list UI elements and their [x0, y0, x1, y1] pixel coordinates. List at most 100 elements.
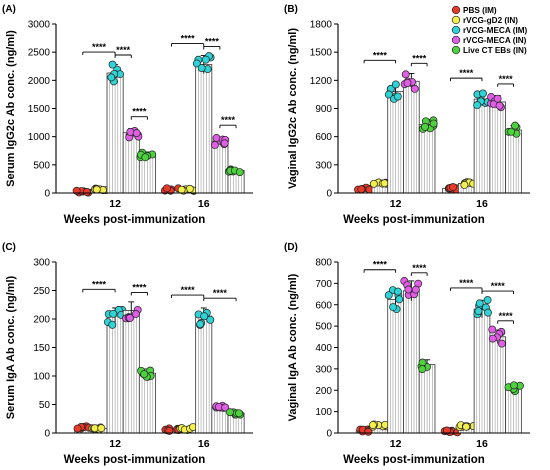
bar-stripes: [198, 316, 210, 433]
data-point: [475, 299, 484, 308]
data-point: [395, 295, 404, 304]
bar-stripes: [405, 290, 417, 433]
data-point: [380, 179, 389, 188]
x-axis-label: Weeks post-immunization: [64, 214, 206, 226]
data-point: [483, 296, 492, 305]
data-point: [497, 339, 506, 348]
significance-bracket: ****: [363, 260, 397, 273]
legend: PBS (IM)rVCG-gD2 (IN)rVCG-MECA (IM)rVCG-…: [451, 5, 528, 55]
significance-label: ****: [116, 45, 131, 55]
y-tick-label: 3000: [28, 20, 51, 31]
bar-stripes: [390, 299, 402, 433]
significance-label: ****: [412, 53, 427, 63]
data-points: [504, 381, 524, 395]
legend-marker: [451, 5, 461, 15]
data-point: [442, 426, 451, 435]
data-point: [192, 59, 201, 68]
bar-stripes: [492, 101, 504, 193]
significance-bracket: ****: [203, 37, 221, 50]
x-axis-label: Weeks post-immunization: [64, 454, 206, 466]
x-tick-label: 16: [198, 438, 210, 450]
y-axis-label: Serum IgG2c Ab conc. (ng/ml): [5, 30, 17, 187]
bar-stripes: [421, 124, 433, 193]
significance-bracket: ****: [170, 285, 205, 299]
data-point: [393, 92, 402, 101]
y-tick-label: 100: [315, 407, 332, 418]
y-tick-label: 50: [39, 400, 51, 411]
bar-stripes: [421, 364, 433, 433]
data-points: [487, 93, 505, 112]
data-points: [488, 325, 506, 348]
panel-label: (A): [2, 4, 16, 15]
bar-stripes: [507, 130, 520, 193]
data-point: [418, 358, 427, 367]
data-points: [504, 121, 521, 138]
legend-label: rVCG-gD2 (IN): [463, 16, 518, 25]
significance-label: ****: [373, 50, 388, 60]
panel-label: (C): [2, 242, 16, 253]
y-tick-label: 400: [315, 343, 332, 354]
y-tick-label: 100: [33, 372, 50, 383]
y-tick-label: 1500: [310, 48, 333, 59]
data-points: [73, 422, 93, 433]
data-point: [495, 101, 504, 110]
x-axis-label: Weeks post-immunization: [343, 214, 485, 226]
bar-stripes: [141, 373, 154, 433]
significance-bracket: ****: [114, 45, 132, 59]
bar-stripes: [476, 99, 488, 193]
data-point: [507, 127, 516, 136]
legend-marker: [451, 25, 461, 35]
significance-label: ****: [373, 260, 388, 270]
y-tick-label: 500: [33, 160, 50, 171]
significance-bracket: ****: [130, 282, 148, 296]
data-points: [210, 134, 230, 149]
bar-stripes: [507, 388, 520, 433]
data-point: [196, 320, 205, 329]
y-tick-label: 600: [315, 132, 332, 143]
panel-label: (D): [284, 242, 298, 253]
data-point: [132, 129, 141, 138]
data-point: [421, 122, 429, 131]
significance-label: ****: [459, 68, 474, 78]
data-point: [235, 409, 243, 418]
data-point: [162, 184, 171, 193]
panel-label: (B): [284, 4, 298, 15]
x-tick-label: 16: [476, 438, 488, 450]
significance-bracket: ****: [450, 68, 483, 82]
data-point: [197, 64, 206, 72]
data-point: [411, 285, 420, 294]
y-tick-label: 300: [315, 364, 332, 375]
significance-bracket: ****: [82, 42, 116, 56]
data-points: [419, 116, 438, 133]
legend-marker: [451, 35, 461, 45]
data-point: [404, 285, 413, 294]
data-point: [389, 303, 398, 311]
significance-bracket: ****: [450, 278, 483, 291]
data-points: [72, 186, 93, 197]
bar-stripes: [390, 91, 402, 193]
significance-label: ****: [205, 37, 220, 47]
data-point: [108, 320, 117, 329]
y-tick-label: 2500: [28, 48, 51, 59]
data-point: [511, 121, 519, 130]
significance-label: ****: [181, 34, 196, 44]
y-tick-label: 200: [33, 315, 50, 326]
data-point: [90, 424, 99, 433]
bar-stripes: [141, 154, 154, 193]
legend-marker: [451, 15, 461, 25]
legend-label: Live CT EBs (IN): [463, 46, 527, 55]
y-tick-label: 200: [315, 386, 332, 397]
x-tick-label: 16: [476, 198, 488, 210]
bar-stripes: [405, 81, 417, 193]
significance-label: ****: [92, 279, 107, 289]
y-tick-label: 1200: [310, 76, 333, 87]
y-tick-label: 250: [33, 286, 50, 297]
legend-item: rVCG-MECA (IN): [451, 35, 527, 45]
y-tick-label: 1000: [28, 132, 51, 143]
significance-label: ****: [181, 285, 196, 295]
significance-bracket: ****: [481, 281, 514, 295]
data-points: [88, 423, 106, 434]
data-point: [140, 370, 149, 379]
significance-label: ****: [221, 115, 236, 125]
x-tick-label: 12: [109, 198, 121, 210]
